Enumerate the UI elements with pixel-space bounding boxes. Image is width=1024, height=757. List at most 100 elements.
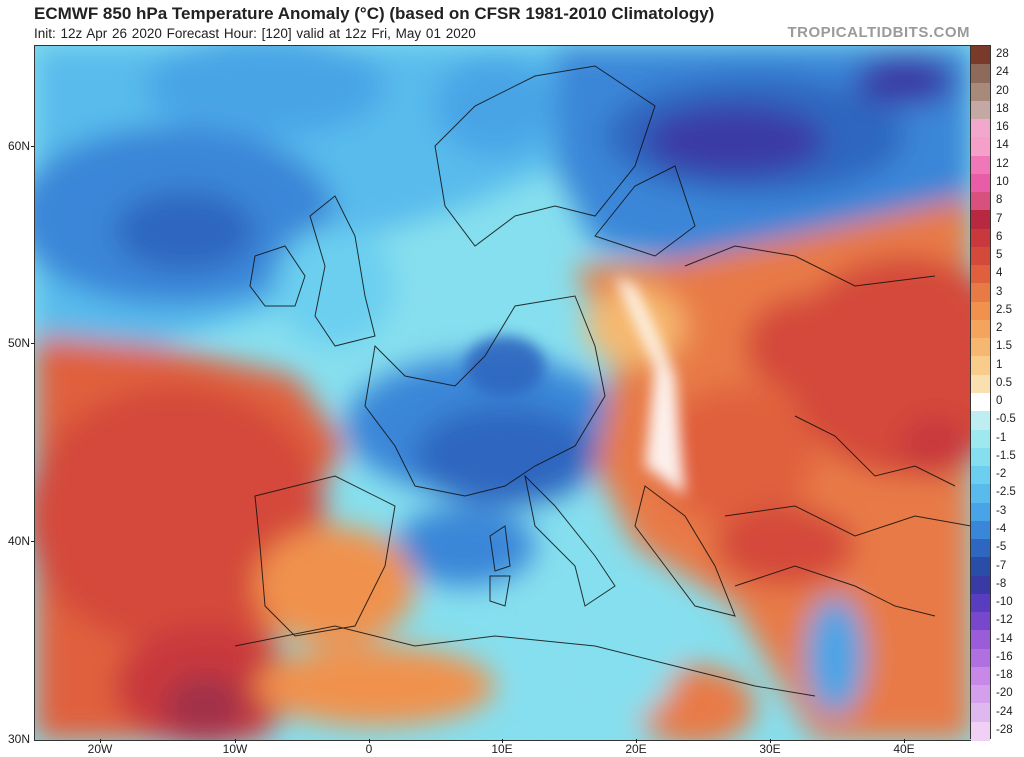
colorbar-label: 12 — [996, 157, 1009, 170]
lon-label-20w: 20W — [87, 742, 113, 756]
colorbar-label: 7 — [996, 212, 1003, 225]
forecast-subtitle: Init: 12z Apr 26 2020 Forecast Hour: [12… — [34, 26, 476, 41]
colorbar-label: 16 — [996, 121, 1009, 134]
colorbar-label: 2 — [996, 322, 1003, 335]
colorbar-cell — [971, 210, 990, 230]
colorbar-cell — [971, 648, 990, 668]
colorbar-label: 2.5 — [996, 303, 1012, 316]
colorbar-label: 1.5 — [996, 340, 1012, 353]
colorbar-label: -10 — [996, 596, 1013, 609]
lat-tick-50n — [31, 343, 35, 344]
colorbar-cell — [971, 173, 990, 193]
lon-tick-20e — [636, 739, 637, 743]
colorbar-label: -28 — [996, 723, 1013, 736]
lat-label-40n: 40N — [7, 534, 30, 548]
lon-label-40e: 40E — [893, 742, 915, 756]
anomaly-field — [35, 46, 971, 740]
colorbar-cell — [971, 447, 990, 467]
colorbar-label: 0.5 — [996, 376, 1012, 389]
colorbar-cell — [971, 593, 990, 613]
lon-label-30e: 30E — [759, 742, 781, 756]
colorbar-label: 28 — [996, 48, 1009, 61]
colorbar-label: -7 — [996, 559, 1007, 572]
colorbar-cell — [971, 338, 990, 358]
brand-watermark: TROPICALTIDBITS.COM — [787, 24, 970, 41]
lat-label-50n: 50N — [7, 336, 30, 350]
colorbar-label: 8 — [996, 194, 1003, 207]
colorbar-cell — [971, 411, 990, 431]
colorbar-cell — [971, 137, 990, 157]
colorbar-label: -20 — [996, 687, 1013, 700]
lon-tick-10e — [502, 739, 503, 743]
colorbar-label: -18 — [996, 669, 1013, 682]
lon-label-0: 0 — [365, 742, 373, 756]
anomaly-map — [34, 45, 972, 741]
colorbar-cell — [971, 319, 990, 339]
colorbar-cell — [971, 82, 990, 102]
colorbar-label: -0.5 — [996, 413, 1016, 426]
colorbar-label: -8 — [996, 577, 1007, 590]
colorbar-cell — [971, 155, 990, 175]
colorbar-cell — [971, 393, 990, 412]
colorbar-cell — [971, 520, 990, 540]
lon-tick-40e — [904, 739, 905, 743]
colorbar-label: -2.5 — [996, 486, 1016, 499]
colorbar-cell — [971, 666, 990, 686]
colorbar-cell — [971, 356, 990, 376]
colorbar-cell — [971, 721, 990, 741]
colorbar-label: -14 — [996, 632, 1013, 645]
colorbar — [970, 45, 991, 741]
colorbar-cell — [971, 612, 990, 632]
colorbar-label: 0 — [996, 395, 1003, 408]
lat-tick-60n — [31, 146, 35, 147]
colorbar-cell — [971, 64, 990, 84]
colorbar-label: -4 — [996, 522, 1007, 535]
colorbar-label: 10 — [996, 175, 1009, 188]
colorbar-cell — [971, 429, 990, 449]
colorbar-cell — [971, 192, 990, 212]
colorbar-cell — [971, 301, 990, 321]
lon-tick-20w — [100, 739, 101, 743]
colorbar-label: 6 — [996, 230, 1003, 243]
colorbar-label: -2 — [996, 468, 1007, 481]
colorbar-cell — [971, 703, 990, 723]
lon-label-20e: 20E — [625, 742, 647, 756]
colorbar-cell — [971, 575, 990, 595]
colorbar-cell — [971, 484, 990, 504]
colorbar-label: 18 — [996, 102, 1009, 115]
colorbar-cell — [971, 46, 990, 65]
lon-tick-30e — [770, 739, 771, 743]
colorbar-label: 5 — [996, 249, 1003, 262]
colorbar-cell — [971, 100, 990, 120]
colorbar-label: -12 — [996, 614, 1013, 627]
colorbar-label: 24 — [996, 66, 1009, 79]
colorbar-cell — [971, 228, 990, 248]
colorbar-cell — [971, 283, 990, 303]
colorbar-label: -5 — [996, 541, 1007, 554]
colorbar-label: -16 — [996, 650, 1013, 663]
lon-label-10e: 10E — [491, 742, 513, 756]
colorbar-label: 14 — [996, 139, 1009, 152]
colorbar-label: 4 — [996, 267, 1003, 280]
lat-label-30n: 30N — [7, 732, 30, 746]
colorbar-cell — [971, 685, 990, 705]
colorbar-cell — [971, 502, 990, 522]
colorbar-label: -1 — [996, 431, 1007, 444]
colorbar-cell — [971, 246, 990, 266]
map-title: ECMWF 850 hPa Temperature Anomaly (°C) (… — [34, 4, 715, 23]
colorbar-cell — [971, 630, 990, 650]
colorbar-label: 1 — [996, 358, 1003, 371]
colorbar-label: -24 — [996, 705, 1013, 718]
colorbar-label: -3 — [996, 504, 1007, 517]
colorbar-cell — [971, 466, 990, 486]
colorbar-label: 20 — [996, 84, 1009, 97]
lat-tick-40n — [31, 541, 35, 542]
colorbar-cell — [971, 557, 990, 577]
colorbar-cell — [971, 119, 990, 139]
colorbar-label: -1.5 — [996, 449, 1016, 462]
colorbar-cell — [971, 265, 990, 285]
lon-tick-0 — [369, 739, 370, 743]
lat-label-60n: 60N — [7, 139, 30, 153]
lon-tick-10w — [235, 739, 236, 743]
colorbar-cell — [971, 539, 990, 559]
